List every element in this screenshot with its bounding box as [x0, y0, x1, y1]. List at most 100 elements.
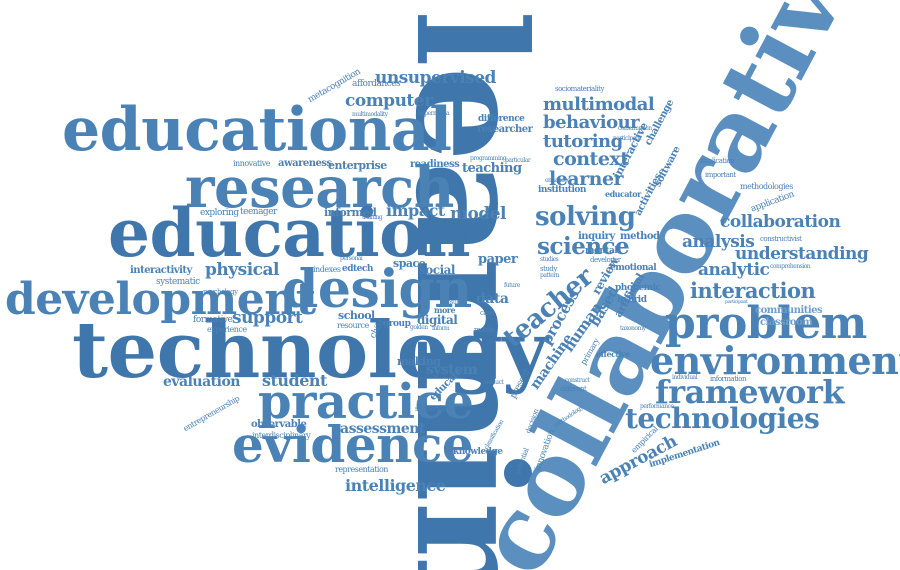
word-multimodal: multimodal	[543, 94, 655, 115]
word-problem: problem	[665, 298, 867, 349]
word-group: group	[383, 319, 411, 329]
word-analytic: analytic	[698, 260, 770, 280]
word-knowledge: knowledge	[453, 447, 503, 457]
word-intelligence: intelligence	[345, 476, 446, 495]
word-studies: studies	[540, 256, 559, 263]
word-pattern: pattern	[540, 272, 560, 279]
word-hypermedia: hypermedia	[418, 110, 450, 117]
word-digital: digital	[417, 313, 458, 327]
word-student: student	[262, 371, 327, 390]
word-education: education	[108, 194, 471, 272]
word-indexes: indexes	[313, 265, 341, 274]
word-product: product	[483, 379, 504, 386]
word-framework: framework	[655, 373, 845, 411]
word-training: training	[362, 214, 383, 221]
word-individual: individual	[672, 374, 698, 381]
word-resource: resource	[337, 321, 369, 330]
word-implication: implication	[700, 157, 735, 165]
word-method: method	[620, 231, 660, 242]
word-performance: performance	[640, 403, 674, 410]
word-mental: mental	[585, 246, 618, 256]
word-supported: supported	[415, 405, 447, 413]
word-assessment: assessment	[340, 421, 425, 437]
word-solving: solving	[535, 202, 636, 232]
word-important: important	[705, 171, 736, 179]
word-data: data	[476, 291, 509, 307]
word-school: school	[338, 309, 375, 322]
word-teenager: teenager	[240, 207, 277, 217]
word-experience: experience	[207, 325, 247, 334]
word-effective: effective	[596, 349, 630, 359]
word-behaviour: behaviour	[543, 112, 640, 133]
word-learner: learner	[549, 168, 624, 190]
word-practice: practice	[258, 374, 474, 430]
word-construct: construct	[565, 377, 590, 384]
word-edtech: edtech	[342, 264, 373, 274]
word-design: design	[282, 259, 472, 320]
word-making: making	[397, 355, 441, 368]
word-collaboration: collaboration	[720, 212, 841, 232]
word-sociomateriality: sociomateriality	[555, 85, 604, 93]
word-communities: communities	[755, 305, 823, 316]
word-educational: educational	[62, 95, 452, 165]
word-context: context	[553, 148, 629, 170]
word-affordances: affordances	[352, 79, 401, 89]
word-interaction: interaction	[690, 278, 816, 303]
word-support: support	[232, 308, 303, 328]
word-environment: environment	[650, 338, 900, 383]
word-impact: impact	[386, 201, 445, 220]
word-formative: formative	[193, 315, 233, 325]
word-observable: observable	[251, 419, 307, 430]
word-space: space	[393, 257, 426, 270]
word-unsupervised: unsupervised	[375, 68, 496, 88]
word-inquiry: inquiry	[578, 231, 615, 242]
word-readiness: readiness	[410, 159, 460, 170]
word-systematic: systematic	[156, 277, 200, 287]
word-consumption: consumption	[618, 125, 652, 132]
word-awareness: awareness	[278, 158, 332, 169]
word-phonemic: phonemic	[615, 283, 661, 293]
word-representation: representation	[335, 465, 388, 474]
word-different: different	[560, 385, 587, 393]
word-result: result	[445, 299, 460, 306]
word-programming: programming	[470, 155, 507, 162]
word-informed: informed	[324, 206, 377, 219]
word-future: future	[504, 282, 520, 289]
word-physical: physical	[205, 260, 279, 280]
word-particular: particular	[505, 157, 531, 164]
word-analysis: analysis	[682, 232, 755, 252]
word-interdisciplinary: interdisciplinary	[252, 431, 311, 440]
word-interactivity: interactivity	[130, 265, 192, 276]
word-development: development	[5, 274, 316, 325]
word-case: case	[480, 309, 494, 317]
word-institution: institution	[538, 185, 586, 195]
word-system: system	[426, 362, 478, 378]
word-methodologies: methodologies	[740, 182, 793, 191]
word-taxonomy: taxonomy	[620, 325, 646, 332]
word-psychology: psychology	[203, 288, 238, 296]
word-mobile: mobile	[474, 326, 495, 334]
word-social: social	[419, 263, 455, 277]
word-enhanced: enhanced	[545, 177, 571, 184]
word-personal: personal	[340, 255, 363, 262]
word-difference: difference	[478, 114, 525, 124]
word-information: information	[710, 375, 746, 383]
word-exploring: exploring	[200, 208, 239, 218]
word-constructivist: constructivist	[760, 235, 802, 243]
word-tutoring: tutoring	[543, 131, 623, 152]
word-research: research	[185, 155, 454, 221]
word-multimodality: multimodality	[352, 111, 388, 118]
word-model: model	[450, 204, 507, 224]
word-classroom: classroom	[760, 317, 813, 328]
word-study: study	[540, 265, 557, 273]
word-golden: golden	[410, 324, 428, 331]
word-technology: technology	[72, 305, 548, 396]
word-participant: participant	[613, 135, 642, 142]
word-enterprise: enterprise	[328, 159, 387, 172]
word-paper: paper	[478, 252, 518, 267]
word-emotional: emotional	[610, 263, 657, 273]
word-evidence: evidence	[232, 415, 474, 474]
word-understanding: understanding	[735, 244, 869, 264]
word-science: science	[537, 233, 630, 260]
